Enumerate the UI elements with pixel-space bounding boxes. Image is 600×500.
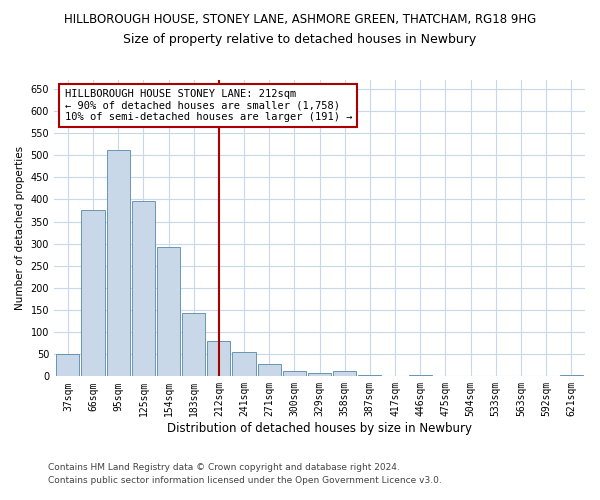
Bar (107, 150, 130, 376)
X-axis label: Distribution of detached houses by size in Newbury: Distribution of detached houses by size … (167, 422, 472, 435)
Bar (358, 375, 382, 376)
Text: HILLBOROUGH HOUSE, STONEY LANE, ASHMORE GREEN, THATCHAM, RG18 9HG: HILLBOROUGH HOUSE, STONEY LANE, ASHMORE … (64, 12, 536, 26)
Text: Contains HM Land Registry data © Crown copyright and database right 2024.: Contains HM Land Registry data © Crown c… (48, 464, 400, 472)
Bar (207, 341, 230, 376)
Text: Size of property relative to detached houses in Newbury: Size of property relative to detached ho… (124, 32, 476, 46)
Bar (232, 352, 256, 376)
Bar (409, 374, 432, 376)
Bar (157, 247, 180, 376)
Bar (308, 373, 331, 376)
Bar (132, 200, 155, 376)
Bar (182, 313, 205, 376)
Text: Contains public sector information licensed under the Open Government Licence v3: Contains public sector information licen… (48, 476, 442, 485)
Bar (257, 364, 281, 376)
Bar (333, 371, 356, 376)
Bar (283, 372, 306, 376)
Text: HILLBOROUGH HOUSE STONEY LANE: 212sqm
← 90% of detached houses are smaller (1,75: HILLBOROUGH HOUSE STONEY LANE: 212sqm ← … (65, 89, 352, 122)
Bar (560, 375, 583, 376)
Bar (82, 210, 104, 376)
Y-axis label: Number of detached properties: Number of detached properties (15, 146, 25, 310)
Bar (56, 354, 79, 376)
